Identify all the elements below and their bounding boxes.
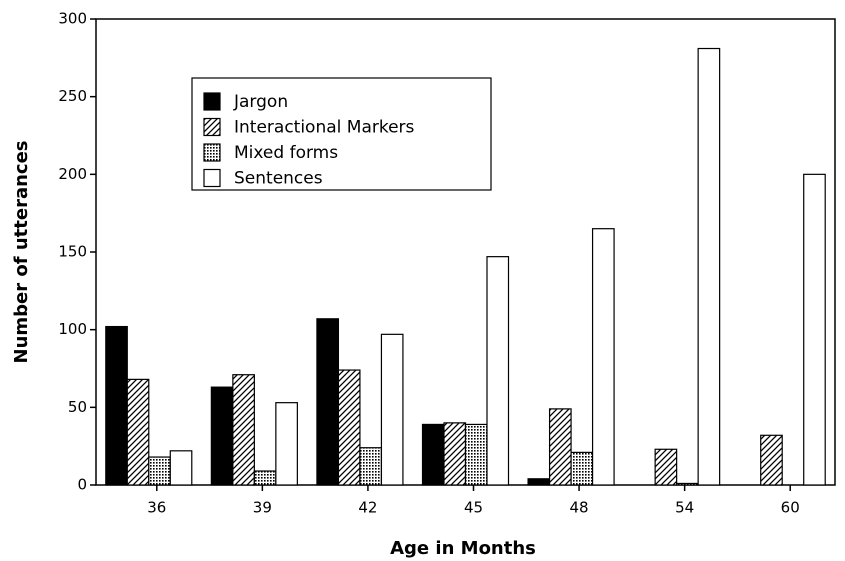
x-tick-label: 39 bbox=[253, 499, 272, 517]
bar bbox=[316, 318, 340, 486]
legend-label: Mixed forms bbox=[234, 143, 338, 163]
legend-swatch bbox=[203, 168, 221, 188]
bar bbox=[148, 456, 171, 486]
y-tick-label: 150 bbox=[58, 243, 87, 261]
bar bbox=[126, 378, 150, 486]
bar bbox=[443, 422, 467, 486]
x-tick-label: 54 bbox=[675, 499, 694, 517]
bar bbox=[253, 470, 277, 486]
bar bbox=[527, 478, 551, 486]
bar bbox=[210, 386, 234, 486]
bar bbox=[570, 451, 594, 486]
x-tick-label: 42 bbox=[358, 499, 377, 517]
y-tick-label: 100 bbox=[58, 320, 87, 338]
y-tick-label: 200 bbox=[58, 165, 87, 183]
bar bbox=[232, 374, 255, 486]
bar bbox=[697, 47, 721, 486]
legend-box bbox=[191, 77, 492, 191]
bar bbox=[803, 173, 826, 486]
bar bbox=[421, 423, 445, 486]
y-tick-label: 250 bbox=[58, 87, 87, 105]
bar bbox=[275, 402, 298, 486]
bar bbox=[548, 408, 572, 486]
y-tick-label: 300 bbox=[58, 10, 87, 28]
bar bbox=[486, 256, 510, 486]
y-tick-label: 50 bbox=[68, 398, 87, 416]
bar bbox=[337, 369, 361, 486]
y-axis-title: Number of utterances bbox=[11, 141, 32, 364]
y-tick-label: 0 bbox=[77, 476, 87, 494]
bar bbox=[591, 228, 615, 486]
bar bbox=[169, 450, 193, 486]
x-tick-label: 45 bbox=[464, 499, 483, 517]
bar bbox=[464, 423, 488, 486]
legend-label: Sentences bbox=[234, 169, 323, 189]
bar bbox=[380, 333, 404, 486]
bar bbox=[359, 447, 383, 486]
x-tick-label: 48 bbox=[570, 499, 589, 517]
legend-label: Interactional Markers bbox=[234, 118, 415, 138]
x-axis-title: Age in Months bbox=[390, 538, 536, 559]
bar bbox=[676, 482, 699, 486]
bar bbox=[760, 434, 783, 486]
x-tick-label: 36 bbox=[147, 499, 166, 517]
legend-swatch bbox=[203, 143, 221, 162]
legend-label: Jargon bbox=[233, 92, 288, 112]
bar bbox=[654, 448, 678, 486]
x-tick-label: 60 bbox=[781, 499, 800, 517]
legend-swatch bbox=[203, 92, 221, 111]
bar bbox=[105, 325, 128, 486]
legend-swatch bbox=[203, 117, 221, 137]
